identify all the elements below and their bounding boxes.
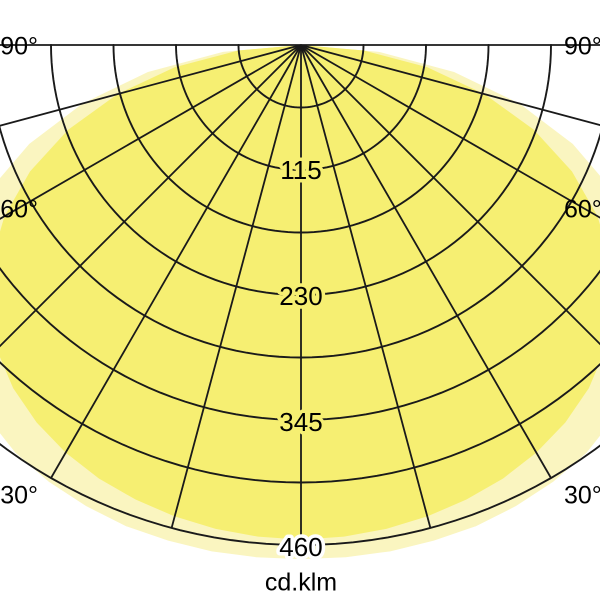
angle-label-right-90: 90°	[564, 33, 600, 61]
grid-spoke-75deg	[300, 44, 432, 529]
grid-spoke-75deg	[170, 44, 302, 529]
radial-label-345: 345	[279, 407, 322, 437]
angle-label-left-60: 60°	[0, 196, 38, 224]
grid-spoke-30deg	[0, 44, 302, 220]
grid-spoke-15deg	[0, 44, 302, 127]
grid-spoke-60deg	[50, 44, 302, 479]
grid-spoke-30deg	[300, 44, 600, 219]
radial-label-115: 115	[280, 155, 321, 185]
grid-spoke-15deg	[300, 44, 600, 127]
angle-label-right-30: 30°	[564, 482, 600, 510]
angle-label-right-60: 60°	[564, 196, 600, 224]
grid-spoke-60deg	[300, 44, 552, 479]
radial-label-460: 460	[279, 532, 322, 562]
unit-label: cd.klm	[265, 569, 337, 597]
grid-spoke-45deg	[0, 44, 302, 348]
grid-spoke-45deg	[300, 44, 600, 346]
radial-label-230: 230	[279, 281, 322, 311]
angle-label-left-30: 30°	[0, 482, 38, 510]
distribution-curve-c0-c180	[0, 45, 600, 540]
angle-label-left-90: 90°	[0, 33, 38, 61]
distribution-fills	[0, 45, 600, 560]
polar-grid-spokes	[0, 44, 600, 545]
